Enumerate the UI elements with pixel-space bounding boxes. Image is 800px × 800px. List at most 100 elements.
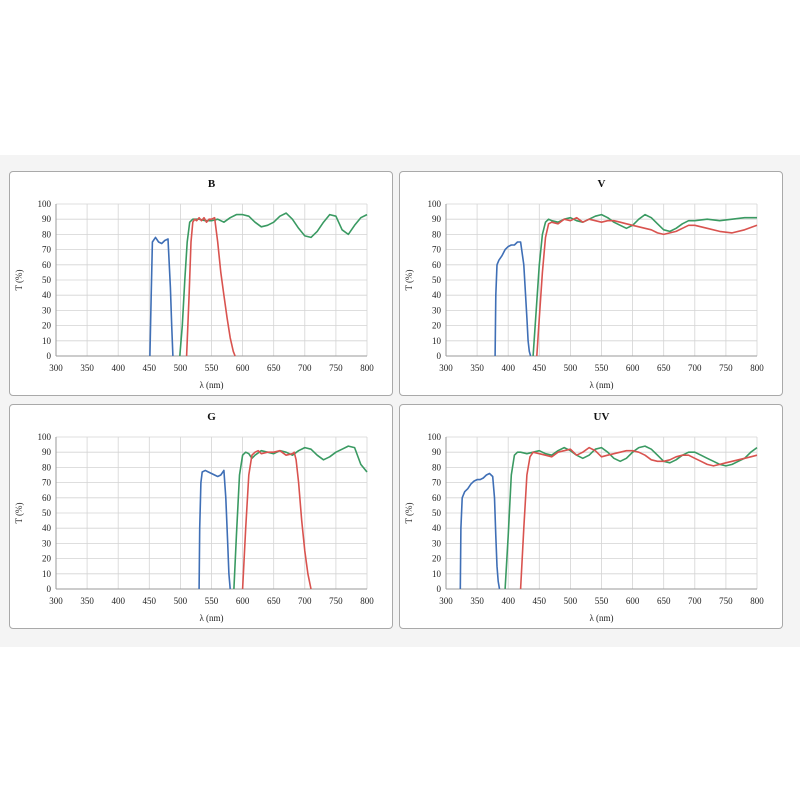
y-tick-label: 60	[432, 493, 442, 503]
x-tick-label: 400	[111, 363, 125, 373]
y-tick-label: 70	[432, 478, 442, 488]
x-tick-label: 300	[439, 596, 453, 606]
y-tick-label: 40	[432, 523, 442, 533]
x-tick-label: 600	[626, 363, 640, 373]
y-tick-label: 100	[38, 199, 52, 209]
x-tick-label: 750	[329, 363, 343, 373]
y-tick-label: 30	[42, 305, 52, 315]
y-tick-label: 60	[42, 260, 52, 270]
y-axis-label: T (%)	[14, 502, 24, 523]
chart-panel-b: 300 350 400 450 500 550 600 650 700 750 800 0 10 20 30…	[9, 171, 393, 396]
y-tick-label: 0	[47, 584, 52, 594]
x-tick-label: 350	[80, 363, 94, 373]
chart-g: 300 350 400 450 500 550 600 650 700 750 800 0 10 20 30…	[14, 411, 374, 623]
chart-panel-uv: 300 350 400 450 500 550 600 650 700 750 800 0 10 20 30…	[399, 404, 783, 629]
y-tick-label: 80	[42, 229, 52, 239]
x-tick-label: 650	[657, 363, 671, 373]
y-tick-label: 90	[42, 447, 52, 457]
x-tick-label: 550	[205, 596, 219, 606]
chart-panel-g: 300 350 400 450 500 550 600 650 700 750 800 0 10 20 30…	[9, 404, 393, 629]
series-line-green	[532, 213, 757, 357]
x-tick-label: 550	[205, 363, 219, 373]
x-axis-label: λ (nm)	[589, 613, 613, 623]
y-tick-label: 10	[432, 569, 442, 579]
x-tick-label: 300	[439, 363, 453, 373]
x-axis-label: λ (nm)	[199, 613, 223, 623]
x-tick-label: 800	[360, 363, 374, 373]
chart-title: G	[207, 411, 216, 423]
x-tick-label: 700	[298, 596, 312, 606]
chart-v: 300 350 400 450 500 550 600 650 700 750 800 0 10 20 30…	[404, 178, 764, 390]
x-tick-label: 450	[143, 363, 157, 373]
series-line-red	[519, 446, 758, 590]
x-tick-label: 350	[470, 596, 484, 606]
series-line-blue	[494, 241, 532, 357]
y-tick-label: 0	[47, 351, 52, 361]
x-tick-label: 400	[501, 363, 515, 373]
chart-title: B	[208, 178, 216, 190]
y-axis-label: T (%)	[14, 269, 24, 290]
x-tick-label: 600	[236, 596, 250, 606]
x-tick-label: 500	[174, 363, 188, 373]
y-tick-label: 20	[432, 554, 442, 564]
y-axis-label: T (%)	[404, 502, 414, 523]
y-tick-label: 10	[42, 336, 52, 346]
x-tick-label: 800	[750, 596, 764, 606]
x-tick-label: 350	[80, 596, 94, 606]
y-tick-label: 80	[432, 229, 442, 239]
y-tick-label: 90	[42, 214, 52, 224]
x-tick-label: 400	[111, 596, 125, 606]
y-tick-label: 60	[432, 260, 442, 270]
x-tick-label: 600	[626, 596, 640, 606]
y-tick-label: 20	[42, 554, 52, 564]
x-tick-label: 500	[564, 363, 578, 373]
y-tick-label: 90	[432, 214, 442, 224]
y-tick-label: 60	[42, 493, 52, 503]
series-line-blue	[459, 472, 501, 590]
y-tick-label: 70	[42, 245, 52, 255]
x-tick-label: 650	[267, 363, 281, 373]
series-line-red	[536, 216, 758, 357]
x-tick-label: 350	[470, 363, 484, 373]
x-tick-label: 800	[360, 596, 374, 606]
y-tick-label: 10	[432, 336, 442, 346]
y-axis-label: T (%)	[404, 269, 414, 290]
y-tick-label: 50	[42, 508, 52, 518]
series-line-red	[185, 216, 236, 357]
y-tick-label: 50	[42, 275, 52, 285]
x-tick-label: 300	[49, 596, 63, 606]
y-tick-label: 80	[42, 462, 52, 472]
y-tick-label: 100	[428, 199, 442, 209]
chart-title: V	[598, 178, 606, 190]
series-line-blue	[149, 236, 174, 357]
x-tick-label: 400	[501, 596, 515, 606]
y-tick-label: 0	[437, 351, 442, 361]
x-tick-label: 450	[533, 363, 547, 373]
y-tick-label: 50	[432, 275, 442, 285]
chart-b: 300 350 400 450 500 550 600 650 700 750 800 0 10 20 30…	[14, 178, 374, 390]
chart-title: UV	[594, 411, 610, 423]
y-tick-label: 20	[42, 321, 52, 331]
y-tick-label: 50	[432, 508, 442, 518]
x-tick-label: 600	[236, 363, 250, 373]
x-tick-label: 450	[533, 596, 547, 606]
x-tick-label: 550	[595, 363, 609, 373]
y-tick-label: 40	[42, 523, 52, 533]
y-tick-label: 30	[42, 538, 52, 548]
x-tick-label: 700	[298, 363, 312, 373]
y-tick-label: 80	[432, 462, 442, 472]
x-tick-label: 500	[174, 596, 188, 606]
y-tick-label: 20	[432, 321, 442, 331]
chart-uv: 300 350 400 450 500 550 600 650 700 750 800 0 10 20 30…	[404, 411, 764, 623]
y-tick-label: 0	[437, 584, 442, 594]
y-tick-label: 30	[432, 538, 442, 548]
x-tick-label: 800	[750, 363, 764, 373]
y-tick-label: 100	[38, 432, 52, 442]
x-tick-label: 750	[329, 596, 343, 606]
series-line-red	[241, 449, 312, 590]
y-tick-label: 70	[42, 478, 52, 488]
y-tick-label: 40	[432, 290, 442, 300]
y-tick-label: 100	[428, 432, 442, 442]
x-tick-label: 500	[564, 596, 578, 606]
x-tick-label: 650	[657, 596, 671, 606]
